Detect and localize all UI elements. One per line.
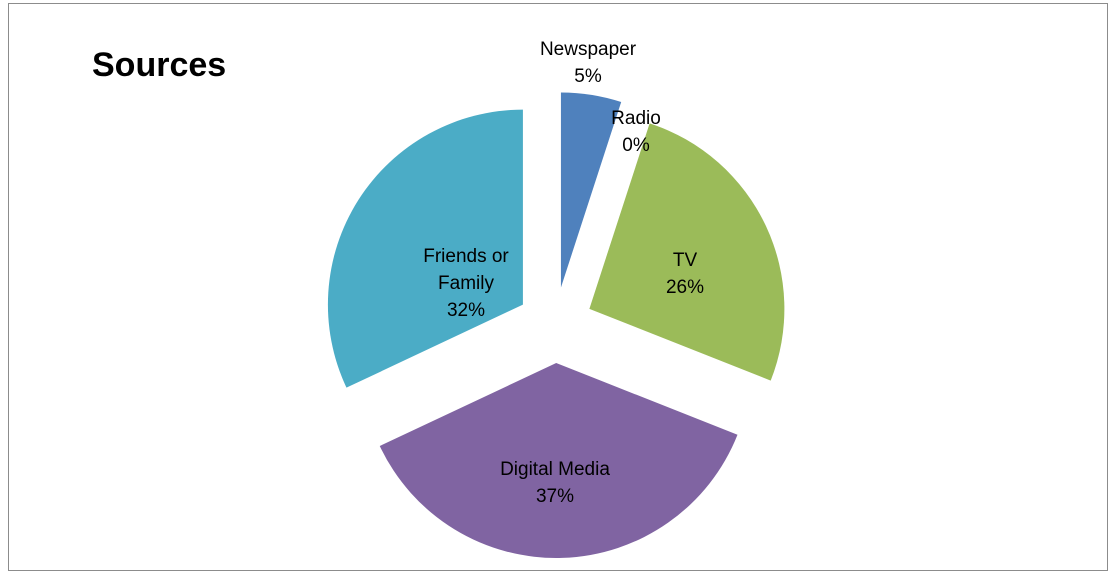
- slice-tv: [589, 123, 785, 381]
- slice-digital-media: [379, 362, 738, 558]
- data-label-digital-media: Digital Media 37%: [500, 459, 610, 507]
- slice-friends-or-family: [327, 109, 523, 388]
- pie-slices: [327, 92, 785, 558]
- data-label-radio: Radio 0%: [611, 108, 661, 156]
- pie-data-labels: Newspaper 5% Radio 0% TV 26% Digital Media 37% F…: [423, 39, 704, 507]
- slice-newspaper: [560, 92, 622, 288]
- data-label-newspaper: Newspaper 5%: [540, 39, 637, 87]
- data-label-tv: TV 26%: [666, 250, 704, 298]
- data-label-friends-or-family: Friends or Family 32%: [423, 246, 509, 321]
- chart-title: Sources: [92, 46, 227, 84]
